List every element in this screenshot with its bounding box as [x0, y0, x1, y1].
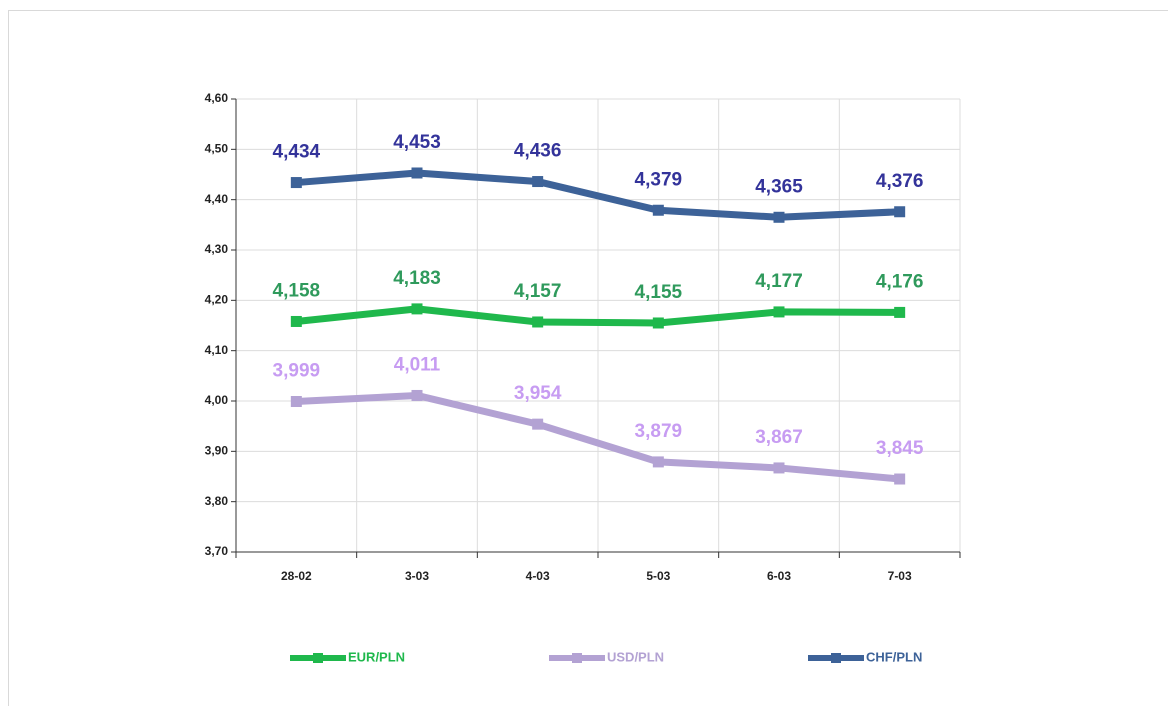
y-tick-label: 4,20: [205, 293, 229, 307]
y-tick-label: 4,30: [205, 242, 229, 256]
value-label: 3,867: [755, 427, 803, 448]
y-tick-label: 3,90: [205, 444, 229, 458]
value-label: 3,999: [273, 361, 321, 382]
value-label: 4,436: [514, 141, 562, 162]
point-marker: [290, 315, 302, 327]
series-line: [296, 169, 900, 221]
value-label: 4,434: [273, 142, 321, 163]
legend-marker: [831, 653, 841, 663]
legend-label: EUR/PLN: [348, 649, 405, 664]
y-tick-label: 3,70: [205, 544, 229, 558]
value-label: 3,954: [514, 383, 562, 404]
point-marker: [290, 177, 302, 189]
y-tick-label: 4,40: [205, 192, 229, 206]
value-label: 4,365: [755, 176, 803, 197]
series-line: [296, 391, 900, 483]
point-marker: [894, 206, 906, 218]
x-tick-label: 7-03: [888, 569, 912, 583]
legend-marker: [572, 653, 582, 663]
legend-label: CHF/PLN: [866, 649, 922, 664]
value-label: 3,879: [635, 421, 683, 442]
value-label: 4,157: [514, 281, 562, 302]
point-marker: [290, 396, 302, 408]
point-marker: [532, 176, 544, 188]
legend-label: USD/PLN: [607, 649, 664, 664]
point-marker: [773, 306, 785, 318]
x-tick-label: 28-02: [281, 569, 312, 583]
point-marker: [773, 462, 785, 474]
value-label: 4,379: [635, 169, 683, 190]
value-label: 4,453: [393, 132, 441, 153]
x-tick-label: 3-03: [405, 569, 429, 583]
value-label: 4,177: [755, 271, 803, 292]
chart-frame: [8, 10, 1168, 706]
point-marker: [411, 167, 423, 179]
point-marker: [532, 418, 544, 430]
y-tick-label: 4,10: [205, 343, 229, 357]
x-tick-label: 4-03: [526, 569, 550, 583]
value-label: 4,158: [273, 280, 321, 301]
point-marker: [652, 204, 664, 216]
value-label: 4,176: [876, 271, 924, 292]
x-tick-label: 6-03: [767, 569, 791, 583]
value-label: 4,183: [393, 268, 441, 289]
series-line: [295, 305, 900, 327]
value-label: 4,011: [394, 354, 441, 375]
y-tick-label: 4,00: [205, 393, 229, 407]
point-marker: [532, 316, 544, 328]
point-marker: [894, 306, 906, 318]
point-marker: [652, 456, 664, 468]
value-label: 4,155: [635, 282, 683, 303]
y-tick-label: 4,60: [205, 91, 229, 105]
point-marker: [652, 317, 664, 329]
legend-marker: [313, 653, 323, 663]
y-tick-label: 3,80: [205, 494, 229, 508]
value-label: 4,376: [876, 171, 924, 192]
point-marker: [894, 473, 906, 485]
value-label: 3,845: [876, 438, 924, 459]
point-marker: [411, 303, 423, 315]
point-marker: [773, 211, 785, 223]
x-tick-label: 5-03: [646, 569, 670, 583]
point-marker: [411, 389, 423, 401]
y-tick-label: 4,50: [205, 142, 229, 156]
